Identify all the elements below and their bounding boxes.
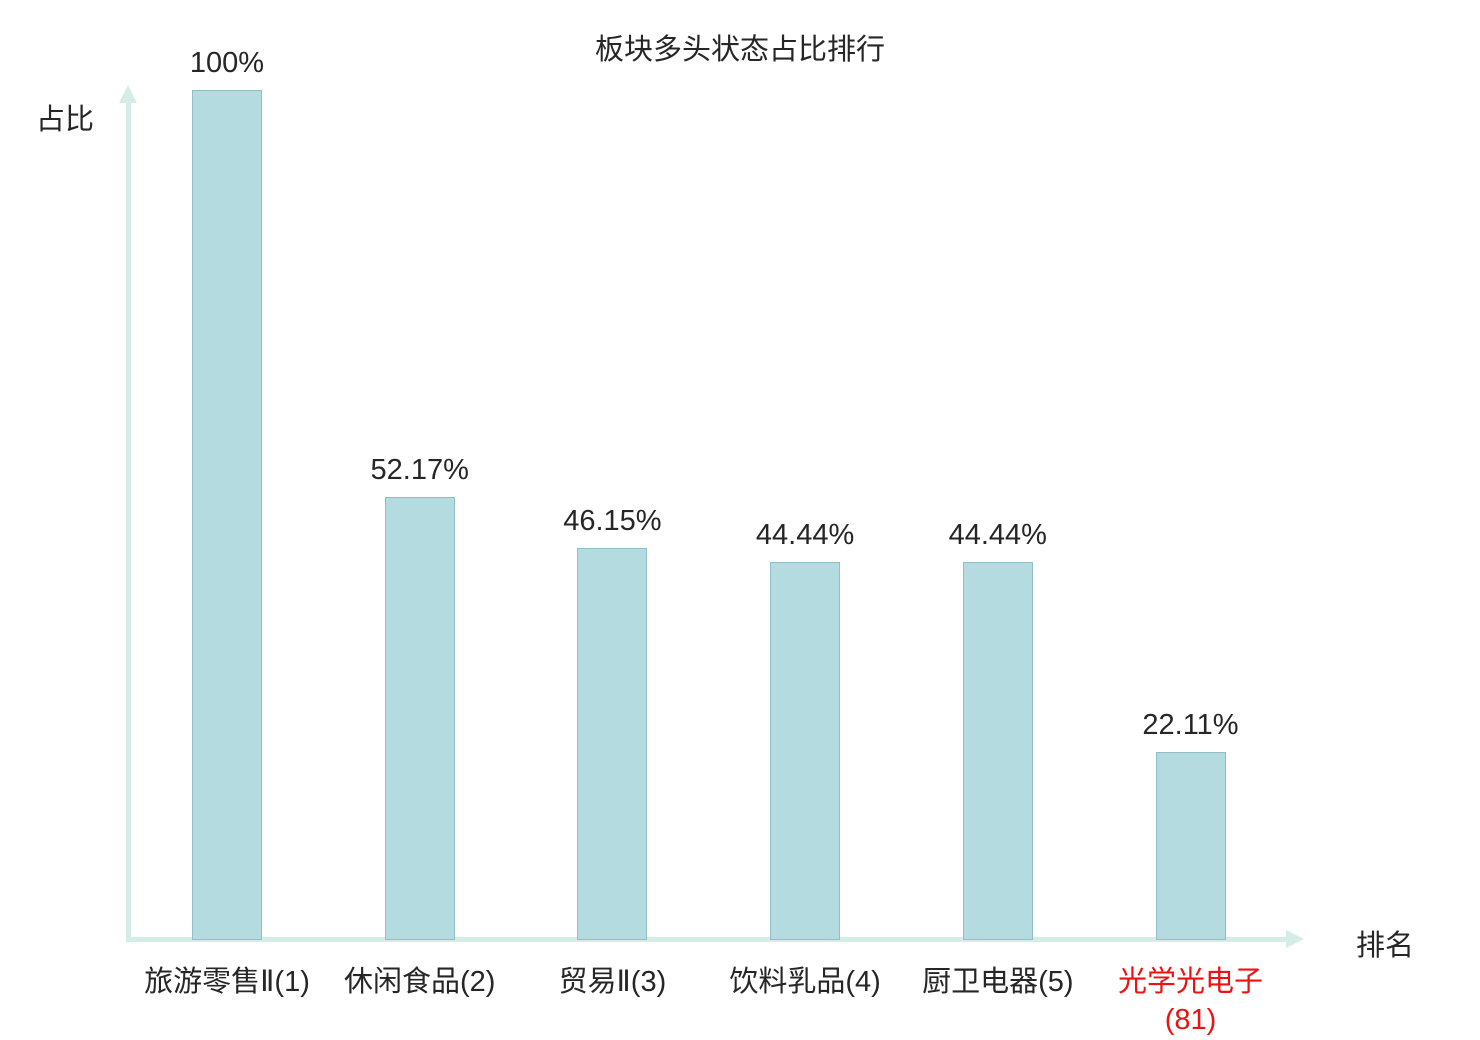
bar-category-label: 饮料乳品(4) [729,966,881,998]
bar-category-label: 休闲食品(2) [343,966,496,998]
bar [577,547,648,940]
bar [962,562,1033,940]
bar-value-label: 100% [189,47,265,79]
bar-category-label: 旅游零售Ⅱ(1) [144,966,310,998]
bar-value-label: 44.44% [948,519,1047,552]
bar [770,562,841,940]
bar [1155,752,1226,940]
bar-category-label: 贸易Ⅱ(3) [558,966,667,998]
bar-value-label: 44.44% [755,519,855,552]
bar-category-label: 光学光电子(81) [1117,966,1263,1036]
bar-value-label: 46.15% [563,504,662,537]
chart-title: 板块多头状态占比排行 [594,34,885,66]
y-axis-arrow-icon [119,85,137,103]
bar-value-label: 22.11% [1142,709,1239,742]
y-axis-title: 占比 [36,104,95,136]
y-axis-line [126,102,131,942]
bar [192,90,262,940]
x-axis-line [126,937,1288,942]
x-axis-title: 排名 [1356,930,1415,962]
bar-category-label: 厨卫电器(5) [922,966,1074,998]
bar [384,496,455,940]
x-axis-arrow-icon [1286,930,1304,948]
bar-value-label: 52.17% [370,453,469,486]
